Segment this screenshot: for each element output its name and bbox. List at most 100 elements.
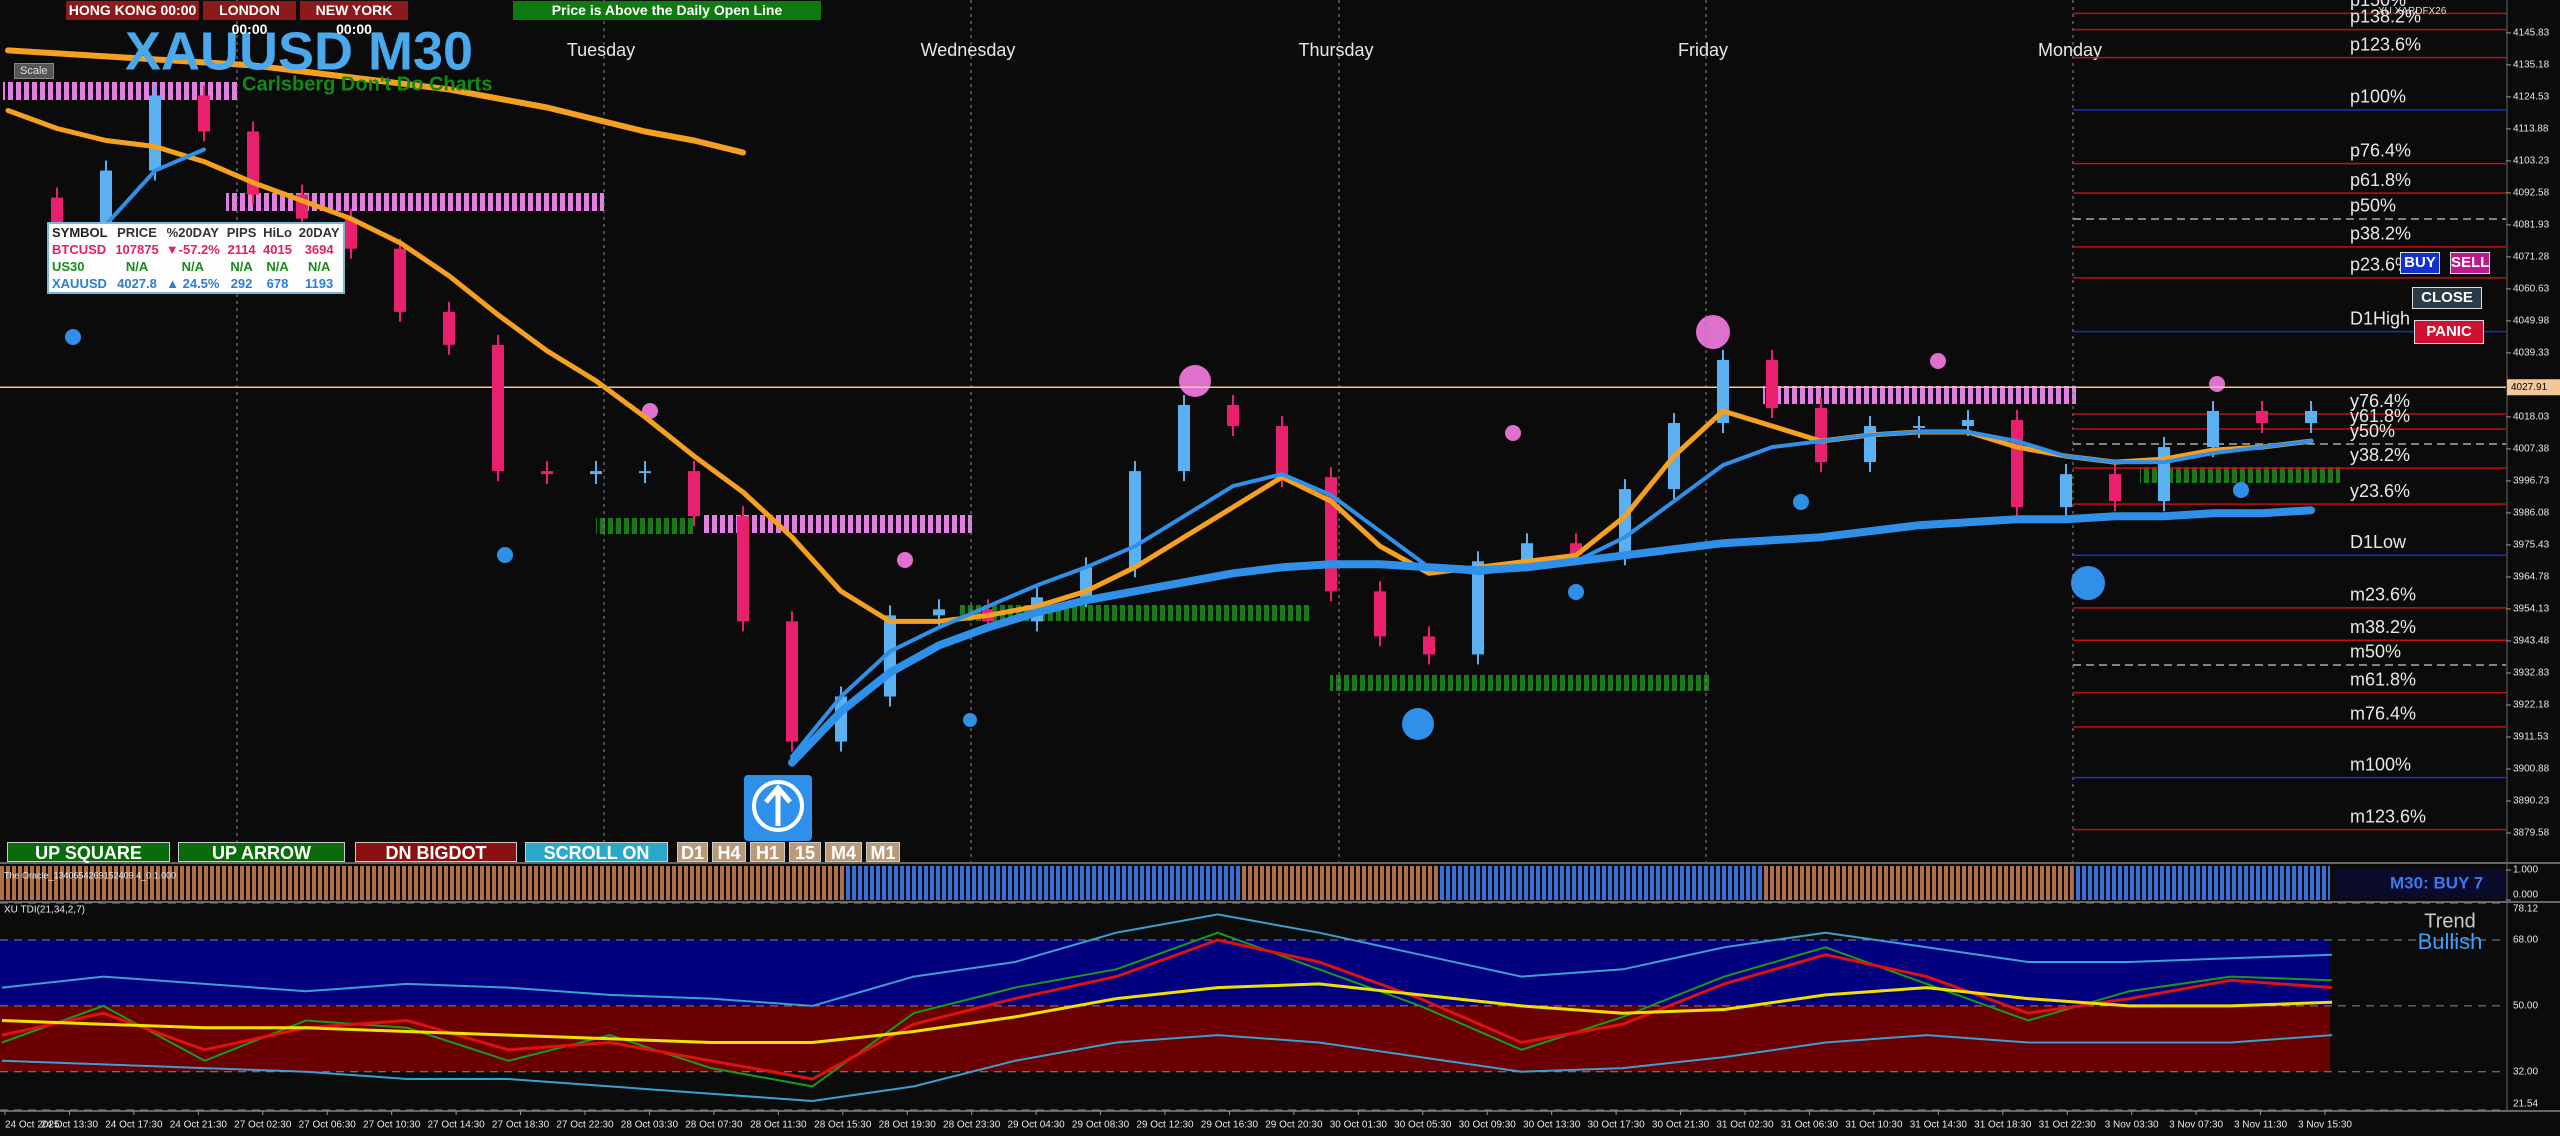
y-tick-label: 4071.28 bbox=[2513, 252, 2550, 263]
oracle-strip bbox=[0, 866, 846, 900]
day-label: Friday bbox=[1678, 40, 1728, 60]
x-tick-label: 3 Nov 03:30 bbox=[2105, 1120, 2159, 1131]
toolbar-button[interactable]: M4 bbox=[825, 842, 862, 863]
chart-subtitle: Carlsberg Don't Do Charts bbox=[242, 73, 492, 95]
x-tick-label: 28 Oct 15:30 bbox=[814, 1120, 872, 1131]
y-tick-label: 50.00 bbox=[2513, 1001, 2538, 1012]
x-tick-label: 28 Oct 03:30 bbox=[621, 1120, 679, 1131]
signal-dot bbox=[1179, 365, 1211, 397]
toolbar-button[interactable]: UP SQUARE bbox=[7, 842, 170, 863]
tdi-title: XU TDI(21,34,2,7) bbox=[4, 905, 85, 916]
signal-dot bbox=[1505, 425, 1521, 441]
session-label: NEW YORK 00:00 bbox=[300, 1, 408, 37]
toolbar-button[interactable]: 15 bbox=[789, 842, 821, 863]
x-tick-label: 27 Oct 06:30 bbox=[299, 1120, 357, 1131]
day-label: Thursday bbox=[1298, 40, 1373, 60]
table-cell: N/A bbox=[125, 259, 149, 274]
moving-average bbox=[788, 506, 2315, 767]
toolbar-button[interactable]: M1 bbox=[866, 842, 900, 863]
level-label: m123.6% bbox=[2350, 806, 2426, 826]
level-label: p61.8% bbox=[2350, 170, 2411, 190]
session-label: HONG KONG 00:00 bbox=[66, 1, 199, 20]
candle bbox=[1521, 543, 1533, 562]
decorations bbox=[0, 0, 2560, 1112]
table-cell: 3694 bbox=[304, 242, 334, 257]
candle bbox=[590, 471, 602, 475]
x-tick-label: 29 Oct 20:30 bbox=[1265, 1120, 1323, 1131]
candle bbox=[2060, 474, 2072, 508]
chart-title: XAUUSD M30 bbox=[125, 21, 473, 81]
y-tick-label: 68.00 bbox=[2513, 935, 2538, 946]
price-grid: Tuesday Wednesday Thursday Friday Monday bbox=[236, 0, 2102, 862]
toolbar-button[interactable]: DN BIGDOT bbox=[355, 842, 517, 863]
trade-button[interactable]: PANIC bbox=[2414, 320, 2484, 344]
x-tick-label: 24 Oct 21:30 bbox=[170, 1120, 228, 1131]
toolbar-button[interactable]: UP ARROW bbox=[178, 842, 345, 863]
moving-average bbox=[5, 47, 746, 156]
tdi-line bbox=[1, 913, 2333, 1007]
x-tick-label: 31 Oct 22:30 bbox=[2039, 1120, 2097, 1131]
arrow-icon-glyph bbox=[764, 784, 792, 826]
oracle-strip bbox=[1763, 866, 2073, 900]
toolbar-button[interactable]: D1 bbox=[677, 842, 708, 863]
toolbar-button[interactable]: SCROLL ON bbox=[525, 842, 668, 863]
table-cell: N/A bbox=[266, 259, 289, 274]
tdi-line bbox=[1, 938, 2333, 1081]
table-cell: 4027.8 bbox=[117, 276, 157, 291]
candle bbox=[1276, 426, 1288, 478]
table-cell: N/A bbox=[181, 259, 204, 274]
level-label: p138.2% bbox=[2350, 6, 2421, 26]
toolbar-button[interactable]: H1 bbox=[750, 842, 785, 863]
table-cell: N/A bbox=[230, 259, 253, 274]
table-cell: 4015 bbox=[263, 242, 292, 257]
moving-average bbox=[5, 108, 2314, 624]
level-label: D1Low bbox=[2350, 532, 2407, 552]
level-label: y76.4% bbox=[2350, 391, 2410, 411]
trade-button[interactable]: CLOSE bbox=[2412, 287, 2482, 309]
current-price-label: 4027.91 bbox=[2511, 382, 2548, 393]
trade-button[interactable]: BUY bbox=[2400, 252, 2440, 274]
candle bbox=[1374, 591, 1386, 637]
table-cell: 678 bbox=[266, 276, 289, 291]
table-header: SYMBOL PRICE %20DAY PIPS HiLo 20DAY bbox=[48, 223, 344, 241]
signal-dot bbox=[963, 713, 977, 727]
demand-zone bbox=[596, 518, 696, 534]
y-tick-label: 3911.53 bbox=[2513, 732, 2549, 743]
candle bbox=[688, 471, 700, 517]
y-tick-label: 3943.48 bbox=[2513, 636, 2550, 647]
level-label: y50% bbox=[2350, 421, 2395, 441]
signal-dot bbox=[65, 329, 81, 345]
signal-dot bbox=[497, 547, 513, 563]
candle bbox=[2109, 474, 2121, 502]
level-label: m76.4% bbox=[2350, 704, 2416, 724]
trade-button[interactable]: SELL bbox=[2450, 252, 2490, 274]
candle bbox=[1423, 636, 1435, 655]
level-label: m50% bbox=[2350, 642, 2401, 662]
x-tick-label: 27 Oct 10:30 bbox=[363, 1120, 421, 1131]
table-row: BTCUSD 107875 ▼-57.2% 2114 4015 3694 bbox=[48, 241, 344, 258]
y-tick-label: 3932.83 bbox=[2513, 668, 2550, 679]
candle bbox=[933, 609, 945, 616]
toolbar-button[interactable]: H4 bbox=[712, 842, 746, 863]
table-cell: 107875 bbox=[115, 242, 159, 257]
x-tick-label: 24 Oct 17:30 bbox=[105, 1120, 163, 1131]
x-tick-label: 27 Oct 14:30 bbox=[427, 1120, 485, 1131]
x-tick-label: 24 Oct 13:30 bbox=[41, 1120, 99, 1131]
day-label: Wednesday bbox=[921, 40, 1016, 60]
y-tick-label: 3975.43 bbox=[2513, 540, 2550, 551]
x-tick-label: 30 Oct 01:30 bbox=[1330, 1120, 1388, 1131]
x-tick-label: 30 Oct 17:30 bbox=[1587, 1120, 1645, 1131]
level-label: m23.6% bbox=[2350, 585, 2416, 605]
signal-dot bbox=[897, 552, 913, 568]
x-tick-label: 31 Oct 14:30 bbox=[1910, 1120, 1968, 1131]
candle bbox=[1227, 404, 1239, 427]
x-tick-label: 29 Oct 08:30 bbox=[1072, 1120, 1130, 1131]
candle bbox=[1913, 426, 1925, 429]
table-cell: XAUUSD bbox=[52, 276, 107, 291]
x-tick-label: 31 Oct 10:30 bbox=[1845, 1120, 1903, 1131]
scale-button[interactable]: Scale bbox=[14, 63, 54, 79]
header-cell: SYMBOL bbox=[52, 225, 108, 240]
y-tick-label: 4113.88 bbox=[2513, 124, 2549, 135]
day-label: Tuesday bbox=[567, 40, 635, 60]
